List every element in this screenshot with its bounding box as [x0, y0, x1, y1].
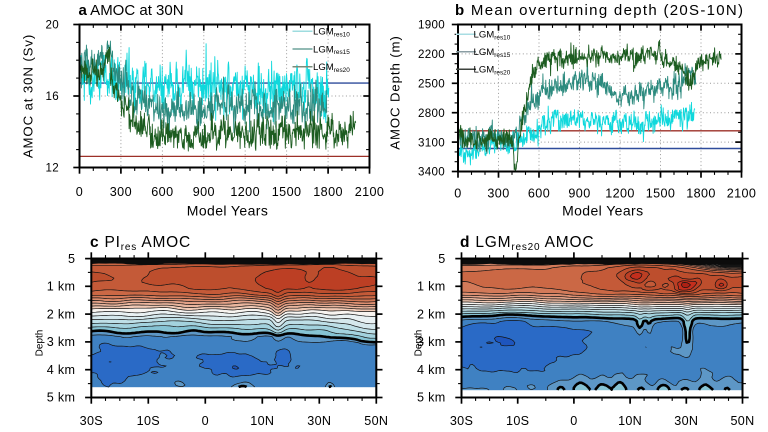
svg-text:c PIres AMOC: c PIres AMOC — [90, 234, 191, 253]
svg-text:3400: 3400 — [418, 166, 445, 179]
svg-text:2 km: 2 km — [417, 307, 446, 321]
svg-text:1200: 1200 — [230, 185, 260, 199]
svg-text:0: 0 — [202, 414, 209, 428]
svg-text:300: 300 — [110, 185, 132, 199]
svg-text:Depth: Depth — [414, 330, 425, 357]
svg-text:30N: 30N — [307, 414, 331, 428]
svg-text:1 km: 1 km — [47, 280, 76, 294]
svg-text:30S: 30S — [80, 414, 103, 428]
svg-text:50N: 50N — [730, 414, 754, 428]
svg-text:1800: 1800 — [313, 185, 343, 199]
svg-text:LGMres15: LGMres15 — [474, 47, 511, 59]
svg-text:5 km: 5 km — [417, 391, 446, 405]
svg-text:4 km: 4 km — [417, 363, 446, 377]
svg-text:30N: 30N — [674, 414, 698, 428]
svg-text:900: 900 — [568, 187, 590, 201]
svg-text:3100: 3100 — [418, 136, 445, 149]
svg-text:30S: 30S — [450, 414, 473, 428]
svg-text:12: 12 — [46, 162, 60, 175]
svg-text:LGMres10: LGMres10 — [474, 30, 511, 42]
svg-text:3 km: 3 km — [417, 335, 446, 349]
svg-text:LGMres10: LGMres10 — [313, 27, 350, 39]
svg-text:0: 0 — [76, 185, 83, 199]
svg-text:20: 20 — [46, 19, 60, 32]
svg-text:900: 900 — [193, 185, 215, 199]
svg-text:1200: 1200 — [605, 187, 635, 201]
svg-text:2 km: 2 km — [47, 307, 76, 321]
svg-text:LGMres20: LGMres20 — [313, 62, 350, 74]
svg-text:0: 0 — [454, 187, 461, 201]
svg-text:5: 5 — [438, 252, 445, 266]
svg-text:AMOC at 30N (Sv): AMOC at 30N (Sv) — [21, 34, 36, 158]
svg-text:5 km: 5 km — [47, 391, 76, 405]
svg-text:5: 5 — [68, 252, 75, 266]
svg-text:LGMres20: LGMres20 — [474, 65, 511, 77]
svg-text:1500: 1500 — [272, 185, 302, 199]
svg-text:2100: 2100 — [355, 185, 385, 199]
svg-text:300: 300 — [487, 187, 509, 201]
svg-text:1900: 1900 — [418, 19, 445, 32]
svg-text:AMOC Depth (m): AMOC Depth (m) — [388, 35, 403, 149]
svg-text:Model Years: Model Years — [562, 203, 643, 219]
svg-text:1500: 1500 — [646, 187, 676, 201]
svg-text:10N: 10N — [250, 414, 274, 428]
svg-text:d LGMres20 AMOC: d LGMres20 AMOC — [460, 234, 594, 253]
svg-text:2100: 2100 — [727, 187, 757, 201]
svg-text:2200: 2200 — [418, 48, 445, 61]
svg-text:b Mean overturning depth (20S-: b Mean overturning depth (20S-10N) — [455, 2, 744, 19]
svg-text:600: 600 — [151, 185, 173, 199]
svg-text:Depth: Depth — [35, 330, 46, 357]
svg-text:3 km: 3 km — [47, 335, 76, 349]
svg-text:16: 16 — [46, 90, 60, 103]
svg-text:2800: 2800 — [418, 107, 445, 120]
svg-text:50N: 50N — [364, 414, 388, 428]
svg-text:4 km: 4 km — [47, 363, 76, 377]
svg-text:1800: 1800 — [686, 187, 716, 201]
svg-text:10S: 10S — [137, 414, 160, 428]
svg-text:Model Years: Model Years — [187, 203, 268, 219]
svg-text:LGMres15: LGMres15 — [313, 44, 350, 56]
svg-text:600: 600 — [528, 187, 550, 201]
svg-text:1 km: 1 km — [417, 280, 446, 294]
svg-text:a AMOC at 30N: a AMOC at 30N — [79, 2, 184, 19]
svg-text:10N: 10N — [618, 414, 642, 428]
svg-text:2500: 2500 — [418, 78, 445, 91]
svg-text:10S: 10S — [506, 414, 529, 428]
svg-text:0: 0 — [570, 414, 577, 428]
